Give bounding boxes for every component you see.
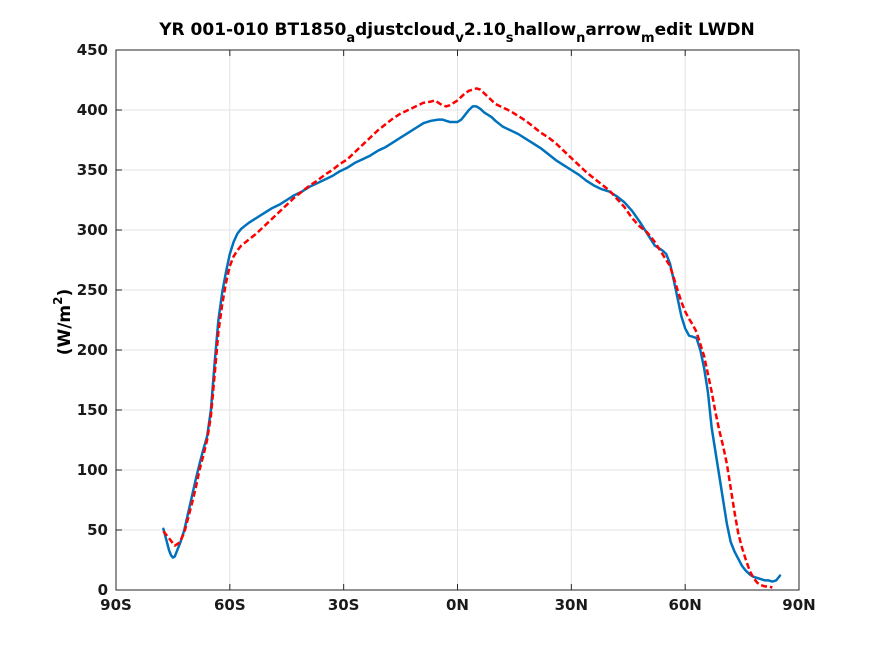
x-tick-label: 30N [555,596,588,614]
y-tick-label: 350 [77,161,108,179]
title-segment: a [346,31,355,46]
x-axis-ticks: 90S 60S 30S 0N 30N 60N 90N [100,50,816,614]
title-segment: djustcloud [355,20,455,40]
y-tick-label: 200 [77,341,108,359]
title-segment: s [506,31,514,46]
title-segment: edit LWDN [655,20,755,40]
y-axis-label: (W/m2) [51,289,75,356]
y-tick-label: 250 [77,281,108,299]
y-tick-label: 50 [87,521,108,539]
chart-title: YR 001-010 BT1850adjustcloudv2.10shallow… [158,20,755,46]
y-tick-label: 100 [77,461,108,479]
series-line-2 [162,87,773,589]
title-segment: YR 001-010 BT1850 [158,20,346,40]
x-tick-label: 60S [214,596,246,614]
x-tick-label: 90S [100,596,132,614]
y-label-main: (W/m [55,305,75,355]
x-tick-label: 90N [782,596,815,614]
title-segment: v [455,31,464,46]
title-segment: hallow [514,20,577,40]
x-tick-label: 0N [446,596,469,614]
x-tick-label: 60N [668,596,701,614]
y-tick-label: 300 [77,221,108,239]
title-segment: 2.10 [464,20,506,40]
title-segment: m [641,31,655,46]
y-label-superscript: 2 [51,296,65,304]
y-tick-label: 0 [98,581,108,599]
title-segment: arrow [585,20,641,40]
x-tick-label: 30S [328,596,360,614]
y-tick-label: 400 [77,101,108,119]
series-layer [162,87,782,589]
y-tick-label: 150 [77,401,108,419]
title-segment: n [576,31,585,46]
y-label-end: ) [55,289,75,297]
series-line-1 [162,105,782,583]
y-tick-label: 450 [77,41,108,59]
y-axis-ticks: 0 50 100 150 200 250 300 350 400 450 [77,41,799,599]
